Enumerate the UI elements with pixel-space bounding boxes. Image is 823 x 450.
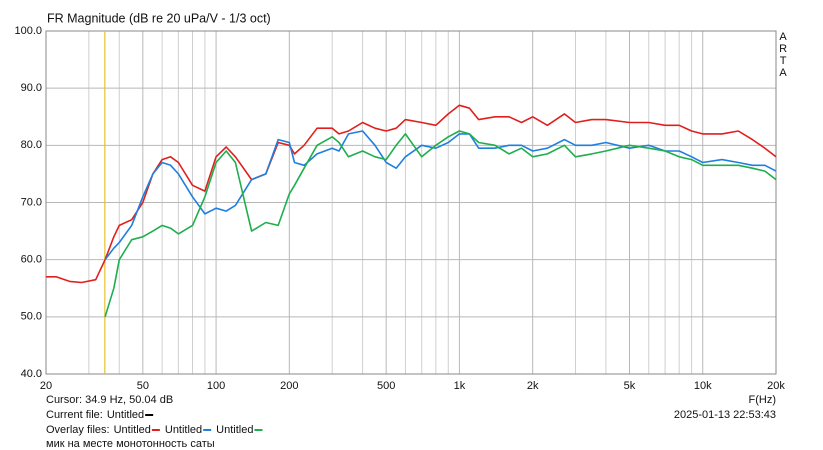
x-tick-label: 1k [454,380,466,392]
x-tick-label: 100 [207,380,225,392]
y-tick-label: 50.0 [21,311,42,323]
overlay-label: Overlay files: [46,424,110,436]
y-tick-label: 100.0 [14,25,42,37]
x-tick-label: 10k [694,380,712,392]
y-tick-label: 60.0 [21,254,42,266]
x-tick-label: 200 [280,380,298,392]
x-axis-label: F(Hz) [749,394,777,406]
current-file-label: Current file: [46,409,103,421]
series-line [104,130,777,318]
y-tick-label: 70.0 [21,196,42,208]
brand: ARTA [777,31,789,79]
legend-label: Untitled [114,424,151,436]
cursor-readout: Cursor: 34.9 Hz, 50.04 dB [46,394,173,406]
series-line [104,130,777,261]
timestamp: 2025-01-13 22:53:43 [674,409,776,421]
y-tick-label: 40.0 [21,368,42,380]
x-tick-label: 50 [137,380,149,392]
chart-title: FR Magnitude (dB re 20 uPa/V - 1/3 oct) [47,11,271,25]
y-tick-label: 90.0 [21,82,42,94]
comment: мик на месте монотонность саты [46,438,215,450]
x-tick-label: 20 [40,380,52,392]
x-tick-label: 5k [624,380,636,392]
current-file-name: Untitled [107,409,144,421]
y-tick-label: 80.0 [21,139,42,151]
x-tick-label: 2k [527,380,539,392]
legend-label: Untitled [165,424,202,436]
legend-label: Untitled [216,424,253,436]
x-tick-label: 20k [767,380,785,392]
x-tick-label: 500 [377,380,395,392]
plot-frame [45,30,777,375]
